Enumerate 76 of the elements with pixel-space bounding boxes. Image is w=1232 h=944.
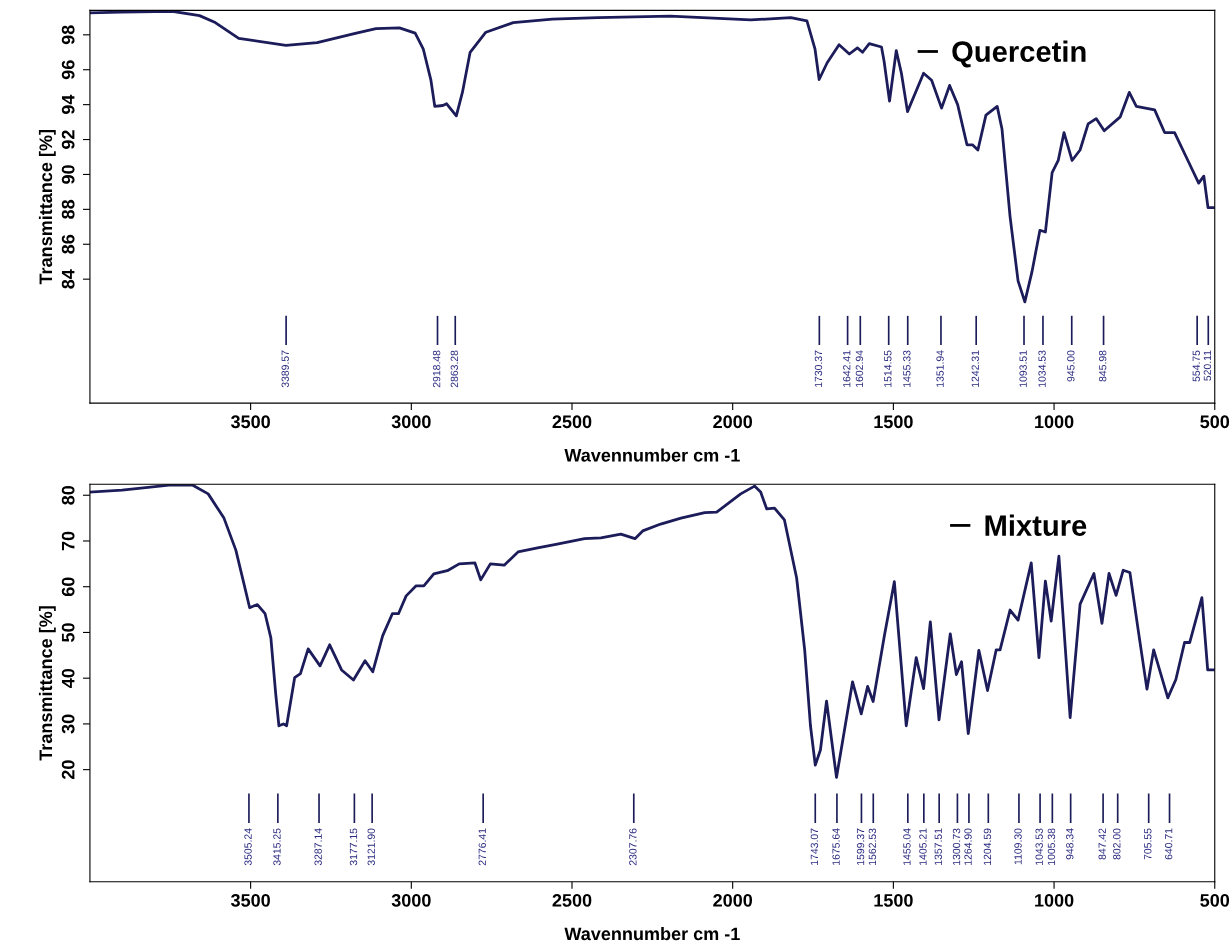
annotation: 1109.30 — [1014, 828, 1022, 865]
x-tick-label: 1000 — [1035, 893, 1074, 907]
y-tick-label: 20 — [61, 760, 75, 780]
y-tick-label: 80 — [61, 485, 75, 505]
annotation: 3177.15 — [349, 828, 358, 866]
annotation: 1351.94 — [936, 350, 944, 387]
annotation: 1043.53 — [1035, 828, 1043, 865]
annotation: 845.98 — [1098, 350, 1107, 382]
y-tick-label: 70 — [61, 531, 75, 551]
annotation: 847.42 — [1098, 828, 1106, 860]
x-tick-label: 3500 — [230, 415, 270, 429]
y-tick-label: 60 — [61, 577, 75, 597]
x-tick-label: 2000 — [713, 893, 753, 907]
y-tick-label: 40 — [61, 668, 75, 688]
annotation: 1204.59 — [983, 828, 992, 865]
x-tick-label: 2000 — [713, 415, 753, 429]
y-tick-label: 90 — [61, 165, 75, 184]
annotation: 1034.53 — [1038, 350, 1046, 387]
y-tick-label: 30 — [61, 714, 75, 734]
x-tick-label: 500 — [1200, 415, 1230, 429]
annotation: 520.11 — [1203, 350, 1212, 381]
y-tick-label: 86 — [61, 234, 75, 254]
x-tick-label: 1000 — [1035, 415, 1074, 429]
annotation: 2918.48 — [432, 350, 441, 388]
annotation: 948.34 — [1066, 828, 1074, 860]
annotation: 1300.73 — [952, 828, 961, 865]
annotation: 3389.57 — [281, 350, 289, 388]
annotation: 1405.21 — [919, 828, 927, 865]
annotation: 802.00 — [1113, 828, 1121, 860]
y-tick-label: 96 — [61, 60, 75, 80]
y-axis-title: Transmittance [%] — [38, 129, 56, 285]
annotation: 1642.41 — [843, 350, 851, 387]
y-tick-label: 92 — [61, 130, 75, 149]
annotation: 1743.07 — [810, 828, 819, 865]
annotation: 945.00 — [1067, 350, 1075, 382]
annotation: 3121.90 — [367, 828, 375, 866]
y-axis-title: Transmittance [%] — [38, 606, 56, 761]
annotation: 1514.55 — [884, 350, 892, 387]
y-tick-label: 88 — [61, 199, 75, 219]
annotation: 1357.51 — [934, 828, 942, 865]
annotation: 640.71 — [1164, 828, 1173, 860]
x-tick-label: 2500 — [552, 893, 592, 907]
annotation: 1093.51 — [1019, 350, 1027, 387]
annotation: 554.75 — [1192, 350, 1200, 382]
annotation: 1005.38 — [1047, 828, 1056, 865]
annotation: 1455.33 — [903, 350, 911, 387]
annotation: 1730.37 — [814, 350, 823, 387]
x-tick-label: 2500 — [552, 415, 592, 429]
x-axis-title: Wavennumber cm -1 — [564, 927, 740, 941]
x-tick-label: 1500 — [874, 893, 913, 907]
annotation: 3415.25 — [273, 828, 281, 866]
annotation: 2863.28 — [450, 350, 459, 388]
series-label: Quercetin — [952, 40, 1086, 68]
x-tick-label: 1500 — [874, 415, 913, 429]
x-axis-title: Wavennumber cm -1 — [564, 448, 740, 462]
annotation: 705.55 — [1144, 828, 1152, 860]
annotation: 1264.90 — [964, 828, 972, 865]
annotation: 1599.37 — [856, 828, 865, 865]
annotation: 3505.24 — [244, 828, 252, 866]
annotation: 2307.76 — [629, 828, 637, 866]
annotation: 1242.31 — [971, 350, 979, 387]
annotation: 1455.04 — [903, 828, 911, 865]
x-tick-label: 3000 — [391, 893, 431, 907]
annotation: 2776.41 — [478, 828, 486, 866]
annotation: 1562.53 — [868, 828, 877, 865]
annotation: 3287.14 — [314, 828, 322, 866]
y-tick-label: 84 — [61, 269, 75, 289]
annotation: 1602.94 — [855, 350, 864, 387]
y-tick-label: 94 — [61, 94, 75, 115]
x-tick-label: 500 — [1200, 893, 1230, 907]
y-tick-label: 98 — [61, 25, 75, 45]
series-label: Mixture — [985, 514, 1087, 536]
x-tick-label: 3500 — [230, 893, 270, 907]
x-tick-label: 3000 — [391, 415, 431, 429]
y-tick-label: 50 — [61, 623, 75, 642]
annotation: 1675.64 — [832, 828, 840, 865]
